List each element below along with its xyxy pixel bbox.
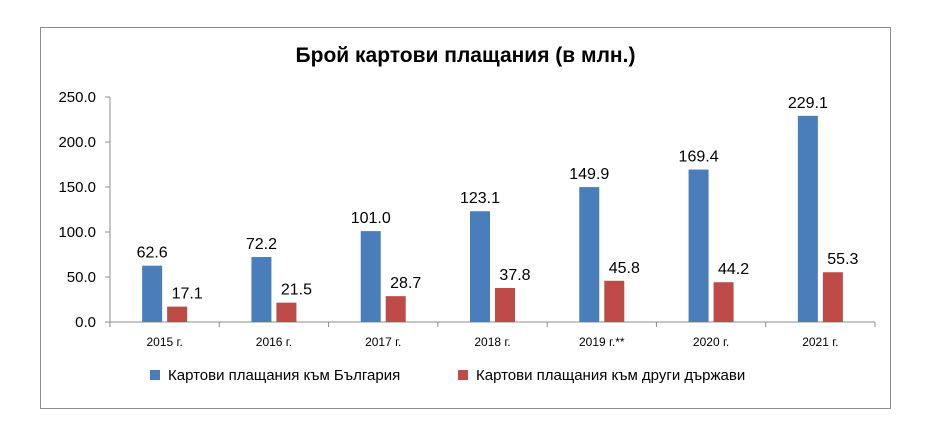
bar-series-1 bbox=[688, 169, 709, 322]
y-tick-label: 200.0 bbox=[58, 134, 96, 151]
legend: Картови плащания към България Картови пла… bbox=[150, 367, 745, 384]
bar-series-1 bbox=[251, 257, 272, 322]
data-label: 37.8 bbox=[499, 267, 530, 284]
bar-series-2 bbox=[604, 280, 625, 322]
bar-series-2 bbox=[167, 306, 188, 322]
x-tick-label: 2019 г.** bbox=[579, 335, 625, 349]
bars bbox=[142, 115, 843, 322]
bar-series-2 bbox=[822, 272, 843, 322]
bar-series-1 bbox=[797, 115, 818, 322]
data-label: 72.2 bbox=[246, 236, 277, 253]
data-label: 169.4 bbox=[679, 149, 719, 166]
data-label: 62.6 bbox=[137, 245, 168, 262]
data-label: 101.0 bbox=[351, 210, 391, 227]
bar-series-2 bbox=[276, 302, 297, 322]
data-label: 45.8 bbox=[609, 260, 640, 277]
data-label: 44.2 bbox=[718, 261, 749, 278]
data-label: 123.1 bbox=[460, 190, 500, 207]
data-label: 55.3 bbox=[827, 251, 858, 268]
legend-label: Картови плащания към други държави bbox=[476, 367, 745, 384]
bar-series-1 bbox=[360, 231, 381, 322]
x-tick-label: 2020 г. bbox=[693, 335, 729, 349]
bar-series-2 bbox=[495, 287, 515, 322]
chart-frame bbox=[40, 27, 891, 409]
y-tick-label: 250.0 bbox=[58, 89, 96, 106]
y-tick-label: 150.0 bbox=[58, 179, 96, 196]
bar-series-1 bbox=[470, 211, 490, 322]
data-label: 28.7 bbox=[390, 275, 421, 292]
x-tick-label: 2015 г. bbox=[147, 335, 183, 349]
x-tick-label: 2016 г. bbox=[256, 335, 292, 349]
legend-swatch bbox=[458, 370, 468, 380]
axes: 0.0 50.0 100.0 150.0 200.0 250.0 2015 г. 2016 г… bbox=[58, 89, 876, 349]
data-labels: 62.6 72.2 101.0 123.1 149.9 169.4 229.1 17.1 21.… bbox=[137, 95, 859, 303]
bar-series-1 bbox=[142, 265, 163, 322]
data-label: 229.1 bbox=[788, 95, 828, 112]
x-tick-label: 2018 г. bbox=[474, 335, 510, 349]
chart-title: Брой картови плащания (в млн.) bbox=[295, 44, 636, 67]
legend-label: Картови плащания към България bbox=[168, 367, 400, 384]
data-label: 17.1 bbox=[172, 286, 203, 303]
legend-swatch bbox=[150, 370, 160, 380]
bar-series-2 bbox=[385, 296, 406, 322]
y-tick-label: 50.0 bbox=[67, 269, 96, 286]
y-tick-label: 0.0 bbox=[75, 314, 96, 331]
data-label: 149.9 bbox=[569, 166, 609, 183]
x-tick-label: 2021 г. bbox=[802, 335, 838, 349]
x-tick-label: 2017 г. bbox=[365, 335, 401, 349]
y-tick-label: 100.0 bbox=[58, 224, 96, 241]
bar-series-1 bbox=[579, 187, 600, 322]
data-label: 21.5 bbox=[281, 282, 312, 299]
bar-series-2 bbox=[713, 282, 734, 322]
